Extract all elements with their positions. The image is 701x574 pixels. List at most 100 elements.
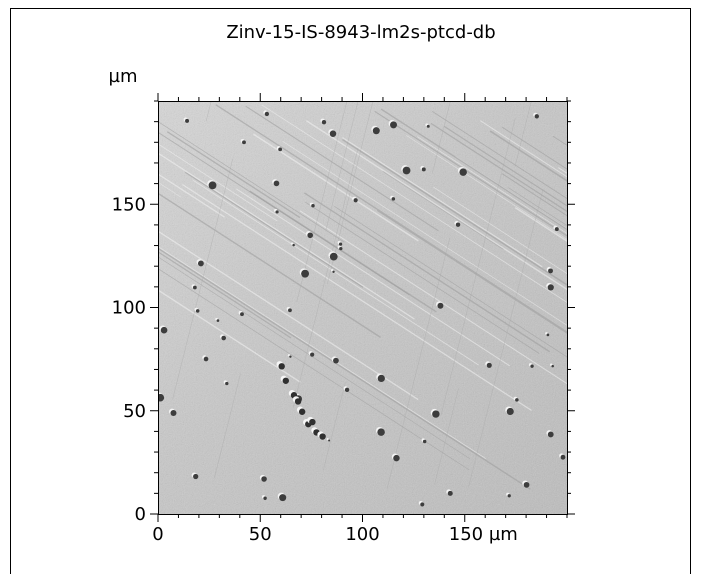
surface-particle bbox=[528, 363, 534, 368]
scratch-line bbox=[406, 135, 567, 240]
scratch-line bbox=[417, 136, 567, 234]
surface-particle bbox=[309, 202, 315, 208]
scratch-line bbox=[431, 110, 567, 200]
x-tick-label: 0 bbox=[152, 524, 163, 545]
scratch-line bbox=[252, 133, 419, 242]
scratch-line bbox=[501, 173, 567, 217]
surface-particle bbox=[457, 166, 467, 176]
chart-title: Zinv-15-IS-8943-lm2s-ptcd-db bbox=[226, 22, 495, 43]
scratch-line bbox=[158, 246, 487, 460]
surface-particle bbox=[425, 123, 430, 128]
surface-particle bbox=[522, 480, 530, 488]
surface-particle bbox=[546, 267, 553, 274]
surface-particle bbox=[219, 334, 226, 341]
scratch-line bbox=[158, 152, 415, 320]
surface-particle bbox=[276, 146, 283, 152]
surface-particle bbox=[326, 438, 331, 442]
surface-particle bbox=[401, 165, 411, 175]
surface-particle bbox=[337, 241, 343, 246]
scratch-line bbox=[245, 105, 439, 232]
scratch-line bbox=[376, 210, 567, 334]
surface-particle bbox=[390, 195, 396, 201]
scratch-line bbox=[440, 118, 516, 415]
y-axis-unit-label: µm bbox=[109, 66, 138, 87]
scratch-line bbox=[292, 147, 359, 408]
surface-particle bbox=[513, 396, 519, 402]
debris-particle bbox=[280, 375, 289, 384]
scratch-line bbox=[158, 121, 345, 243]
surface-particle bbox=[337, 245, 343, 251]
scratch-line bbox=[480, 120, 567, 178]
surface-particle bbox=[421, 438, 427, 444]
y-tick-label: 50 bbox=[123, 401, 146, 422]
plot-image bbox=[158, 101, 567, 514]
surface-particle bbox=[207, 180, 217, 190]
surface-particle bbox=[546, 282, 554, 291]
scratch-line bbox=[434, 388, 459, 485]
scratch-line bbox=[182, 184, 532, 411]
surface-particle bbox=[202, 355, 209, 362]
x-tick-label: 100 bbox=[345, 524, 379, 545]
scratch-line bbox=[443, 125, 567, 207]
surface-particle bbox=[352, 196, 358, 203]
surface-particle bbox=[305, 231, 314, 239]
surface-particle bbox=[328, 251, 338, 261]
scratch-line bbox=[296, 101, 348, 302]
scratch-line bbox=[431, 101, 451, 174]
surface-particle bbox=[376, 373, 385, 383]
surface-particle bbox=[559, 453, 566, 460]
surface-particle bbox=[272, 179, 280, 187]
scratch-line bbox=[299, 210, 567, 385]
surface-particle bbox=[286, 306, 292, 313]
scratch-line bbox=[374, 110, 567, 237]
scratch-line bbox=[489, 130, 567, 182]
surface-particle bbox=[191, 472, 199, 480]
scratch-line bbox=[305, 201, 540, 354]
surface-particle bbox=[263, 110, 270, 117]
surface-particle bbox=[388, 119, 397, 129]
surface-particle bbox=[553, 225, 559, 232]
surface-particle bbox=[259, 474, 267, 482]
scratch-line bbox=[508, 187, 567, 226]
surface-particle bbox=[430, 408, 440, 418]
scratch-line bbox=[158, 143, 278, 222]
scratch-line bbox=[501, 126, 567, 170]
surface-particle bbox=[158, 392, 165, 402]
scratch-line bbox=[158, 289, 301, 383]
scratch-line bbox=[261, 104, 567, 303]
surface-particle bbox=[550, 363, 554, 368]
y-tick-label: 150 bbox=[112, 194, 146, 215]
scratch-line bbox=[166, 131, 301, 219]
surface-particle bbox=[308, 351, 315, 357]
surface-particle bbox=[240, 138, 246, 145]
surface-particle bbox=[446, 489, 453, 496]
scratch-line bbox=[214, 373, 241, 479]
surface-particle bbox=[274, 208, 279, 214]
surface-particle bbox=[287, 354, 292, 358]
scratch-line bbox=[342, 138, 567, 286]
scratch-line bbox=[158, 256, 471, 459]
scratch-line bbox=[158, 251, 292, 339]
scratch-line bbox=[192, 180, 479, 366]
surface-particle bbox=[223, 380, 229, 386]
scratch-line bbox=[249, 190, 437, 313]
scratch-line bbox=[334, 206, 567, 358]
surface-particle bbox=[506, 492, 511, 498]
surface-particle bbox=[299, 268, 310, 278]
surface-particle bbox=[291, 242, 295, 247]
x-tick-label: 50 bbox=[249, 524, 272, 545]
surface-particle bbox=[533, 112, 539, 119]
scratch-line bbox=[282, 141, 567, 326]
surface-particle bbox=[328, 129, 337, 137]
surface-particle bbox=[277, 492, 287, 502]
scratch-line bbox=[386, 237, 451, 489]
scratch-line bbox=[326, 101, 374, 285]
scratch-line bbox=[158, 181, 182, 198]
surface-particle bbox=[261, 495, 267, 500]
surface-particle bbox=[418, 500, 425, 507]
scratch-line bbox=[325, 101, 359, 231]
scratch-line bbox=[158, 192, 381, 338]
scratch-line bbox=[158, 173, 225, 218]
surface-particle bbox=[485, 361, 492, 368]
